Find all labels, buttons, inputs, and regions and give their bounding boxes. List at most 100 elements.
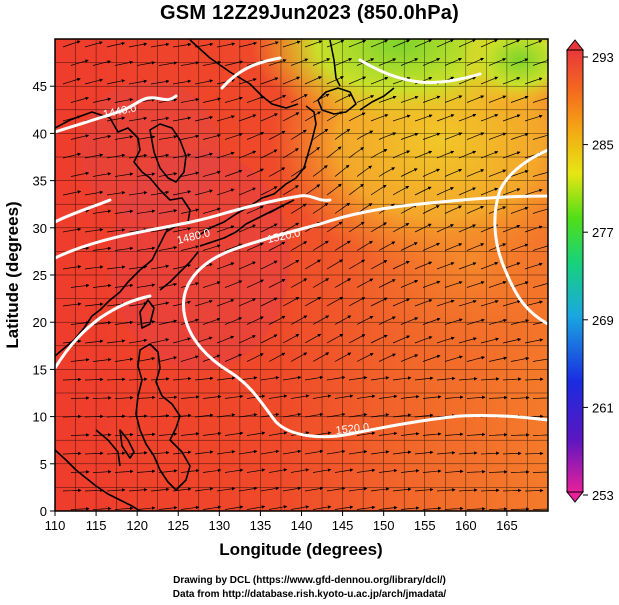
y-axis: 0 5 10 15 20 25 30 35 40 45	[33, 79, 55, 519]
wind-arrow	[422, 205, 440, 214]
wind-arrow	[114, 97, 134, 103]
x-tick-label: 165	[496, 518, 518, 533]
wind-arrow	[158, 245, 178, 251]
wind-arrow	[238, 114, 257, 122]
wind-arrow	[202, 317, 221, 325]
wind-arrow	[282, 334, 300, 344]
wind-arrow	[106, 191, 126, 196]
wind-arrow	[480, 262, 499, 270]
wind-arrow	[158, 61, 178, 66]
wind-arrow	[400, 132, 419, 140]
wind-arrow	[224, 280, 243, 288]
wind-arrow	[268, 278, 286, 288]
wind-arrow	[312, 165, 328, 177]
wind-arrow	[216, 335, 235, 344]
wind-arrow	[524, 262, 543, 270]
wind-arrow	[150, 264, 170, 270]
wind-arrow	[502, 451, 522, 456]
wind-arrow	[510, 206, 529, 214]
wind-arrow	[158, 135, 178, 140]
wind-arrow	[414, 487, 434, 492]
wind-arrow	[458, 488, 478, 492]
wind-arrow	[480, 76, 499, 85]
wind-arrow	[444, 469, 464, 474]
wind-arrow	[466, 132, 485, 140]
wind-arrow	[106, 153, 126, 159]
wind-arrow	[378, 95, 397, 103]
wind-arrow	[106, 79, 126, 85]
wind-arrow	[524, 488, 544, 493]
wind-arrow	[260, 376, 280, 381]
wind-arrow	[326, 221, 343, 233]
wind-arrow	[356, 240, 373, 251]
x-tick-label: 125	[167, 518, 189, 533]
wind-arrow	[458, 337, 477, 344]
wind-arrow	[158, 395, 178, 400]
wind-arrow	[378, 167, 396, 177]
wind-arrow	[312, 128, 329, 140]
wind-arrow	[238, 224, 257, 233]
wind-arrow	[422, 242, 441, 251]
wind-arrow	[158, 209, 178, 214]
wind-arrow	[444, 168, 463, 177]
wind-arrow	[136, 61, 156, 66]
wind-arrow	[84, 228, 104, 233]
wind-arrow	[488, 470, 508, 474]
page-title: GSM 12Z29Jun2023 (850.0hPa)	[160, 2, 459, 24]
wind-arrow	[158, 432, 178, 436]
wind-arrow	[466, 95, 485, 103]
wind-arrow	[180, 61, 200, 66]
height-contours	[55, 56, 548, 439]
wind-arrow	[392, 487, 412, 492]
wind-arrow	[62, 152, 82, 159]
wind-arrow	[238, 261, 257, 270]
wind-arrow	[524, 225, 543, 233]
wind-arrow	[466, 169, 485, 177]
wind-arrow	[62, 77, 81, 85]
wind-arrow	[224, 60, 244, 66]
wind-arrow	[290, 505, 310, 510]
wind-arrow	[444, 432, 464, 437]
colorbar-label: 285	[592, 138, 614, 153]
wind-arrow	[436, 299, 455, 307]
contour-1520-b	[182, 248, 548, 439]
colorbar-label: 261	[592, 400, 614, 415]
wind-arrow	[312, 202, 329, 214]
wind-arrow	[378, 316, 396, 325]
wind-arrow	[282, 40, 301, 48]
x-tick-label: 160	[455, 518, 477, 533]
wind-arrow	[216, 450, 236, 455]
wind-arrow	[444, 57, 463, 66]
wind-arrow	[216, 42, 236, 48]
wind-arrow	[158, 506, 178, 510]
wind-arrow	[172, 42, 192, 48]
colorbar-top-arrow	[565, 39, 585, 51]
wind-arrow	[400, 95, 419, 103]
wind-arrow	[216, 225, 235, 233]
wind-arrow	[172, 376, 192, 381]
wind-arrow	[84, 339, 104, 344]
wind-arrow	[400, 204, 418, 214]
wind-arrow	[106, 228, 126, 233]
wind-arrow	[114, 469, 134, 474]
wind-arrow	[524, 40, 543, 48]
wind-arrow	[414, 450, 434, 455]
wind-arrow	[282, 76, 301, 85]
wind-arrow	[524, 300, 543, 307]
wind-arrow	[356, 315, 374, 325]
wind-arrow	[378, 505, 398, 510]
wind-arrow	[180, 245, 200, 251]
y-tick-label: 20	[33, 315, 47, 330]
wind-arrow	[282, 449, 302, 455]
wind-arrow	[158, 319, 178, 325]
wind-arrow	[268, 241, 286, 251]
wind-arrow	[84, 488, 104, 492]
wind-arrow	[194, 376, 214, 381]
wind-arrow	[114, 172, 134, 177]
wind-arrow	[458, 39, 476, 48]
wind-arrow	[466, 507, 486, 511]
wind-arrow	[356, 95, 375, 103]
wind-arrow	[370, 114, 389, 122]
wind-arrow	[260, 486, 280, 492]
wind-arrow	[502, 77, 521, 85]
